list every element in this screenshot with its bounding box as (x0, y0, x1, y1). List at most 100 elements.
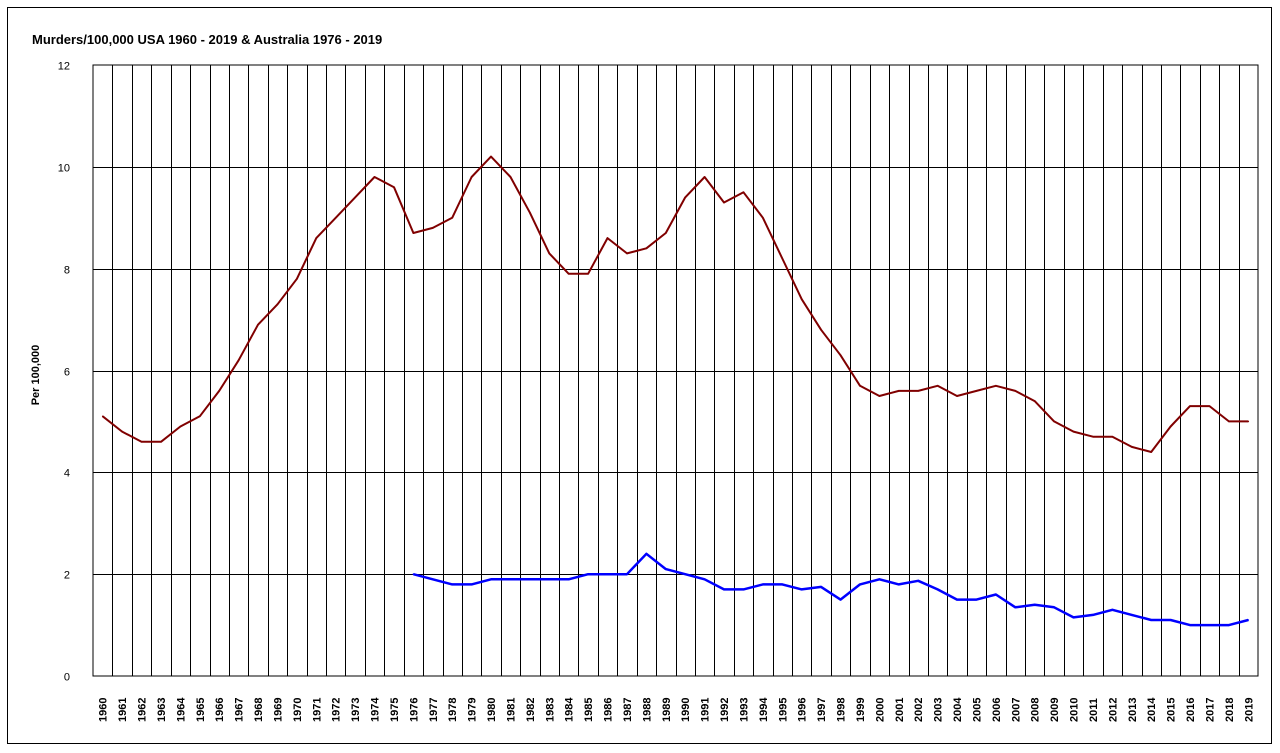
x-tick-label: 2018 (1224, 698, 1236, 722)
x-tick-label: 1962 (137, 698, 149, 722)
x-tick-label: 1974 (370, 697, 382, 722)
data-point (936, 588, 939, 591)
data-point (567, 272, 570, 275)
x-tick-label: 1983 (544, 698, 556, 722)
data-point (1208, 624, 1211, 626)
data-point (1111, 435, 1114, 438)
data-point (645, 553, 648, 555)
y-tick-label: 2 (64, 570, 70, 582)
data-point (995, 593, 997, 596)
chart-title: Murders/100,000 USA 1960 - 2019 & Austra… (32, 32, 383, 47)
data-point (606, 237, 609, 239)
data-point (276, 303, 279, 306)
data-point (742, 588, 745, 591)
x-tick-label: 1997 (816, 698, 828, 722)
data-point (995, 384, 997, 387)
x-tick-label: 1963 (156, 698, 168, 722)
x-tick-label: 2001 (894, 698, 906, 722)
data-point (470, 176, 473, 178)
data-point (956, 395, 958, 397)
x-tick-label: 1975 (389, 698, 401, 722)
x-tick-label: 2000 (874, 698, 886, 722)
data-point (1228, 624, 1230, 626)
data-point (1072, 430, 1075, 433)
data-point (160, 440, 162, 443)
data-point (684, 573, 687, 575)
data-point (1014, 606, 1017, 609)
y-tick-label: 6 (64, 367, 70, 379)
data-point (140, 440, 143, 443)
data-point (762, 216, 764, 219)
data-point (859, 384, 861, 387)
data-point (412, 232, 415, 234)
data-point (897, 583, 900, 586)
data-point (626, 573, 628, 575)
data-point (703, 176, 706, 178)
x-tick-label: 1982 (525, 698, 537, 722)
x-tick-label: 1964 (175, 697, 187, 722)
data-point (723, 201, 725, 204)
x-tick-label: 2013 (1127, 698, 1139, 722)
x-tick-label: 1977 (428, 698, 440, 722)
x-tick-label: 1990 (680, 698, 692, 722)
x-tick-label: 1979 (467, 698, 479, 722)
data-point (1228, 420, 1230, 423)
x-tick-label: 1991 (700, 698, 712, 722)
data-point (373, 176, 376, 178)
x-tick-label: 1984 (564, 697, 576, 722)
data-point (296, 278, 298, 280)
y-tick-label: 0 (64, 672, 70, 684)
data-point (917, 390, 920, 392)
data-point (334, 216, 337, 219)
x-tick-label: 2003 (933, 698, 945, 722)
y-tick-label: 10 (58, 163, 70, 175)
y-tick-label: 12 (58, 61, 70, 73)
x-tick-label: 2005 (971, 698, 983, 722)
data-point (742, 191, 745, 194)
data-point (470, 583, 473, 586)
data-point (237, 359, 240, 362)
x-tick-label: 1978 (447, 698, 459, 722)
data-point (548, 252, 551, 255)
data-point (179, 425, 182, 428)
data-point (664, 232, 667, 234)
data-point (451, 216, 454, 219)
x-tick-label: 1994 (758, 697, 770, 722)
x-tick-label: 1960 (98, 698, 110, 722)
data-point (198, 415, 201, 418)
data-point (509, 578, 512, 581)
data-point (529, 211, 531, 214)
x-tick-label: 1995 (777, 698, 789, 722)
data-point (451, 583, 454, 586)
series-line-australia (413, 552, 1249, 627)
data-point (703, 578, 706, 581)
x-tick-label: 2015 (1166, 698, 1178, 722)
data-point (509, 176, 512, 178)
data-point (1130, 446, 1133, 448)
x-tick-label: 1992 (719, 698, 731, 722)
x-tick-label: 1971 (311, 698, 323, 722)
data-point (684, 196, 687, 199)
data-point (257, 323, 259, 326)
x-tick-label: 1967 (234, 698, 246, 722)
x-tick-label: 1998 (836, 698, 848, 722)
data-point (878, 578, 881, 581)
data-point (781, 257, 784, 260)
x-tick-label: 2009 (1049, 698, 1061, 722)
data-point (490, 578, 492, 581)
x-tick-label: 2010 (1069, 698, 1081, 722)
y-tick-label: 8 (64, 265, 70, 277)
data-point (762, 583, 764, 586)
data-point (490, 155, 492, 158)
data-point (587, 573, 589, 575)
data-point (1208, 405, 1211, 407)
x-tick-label: 2008 (1030, 698, 1042, 722)
x-tick-label: 2002 (913, 698, 925, 722)
data-point (1150, 451, 1153, 453)
data-point (975, 390, 978, 392)
x-tick-label: 1986 (603, 698, 615, 722)
series-line-usa (102, 155, 1249, 453)
x-tick-label: 1980 (486, 698, 498, 722)
x-tick-label: 2007 (1010, 698, 1022, 722)
